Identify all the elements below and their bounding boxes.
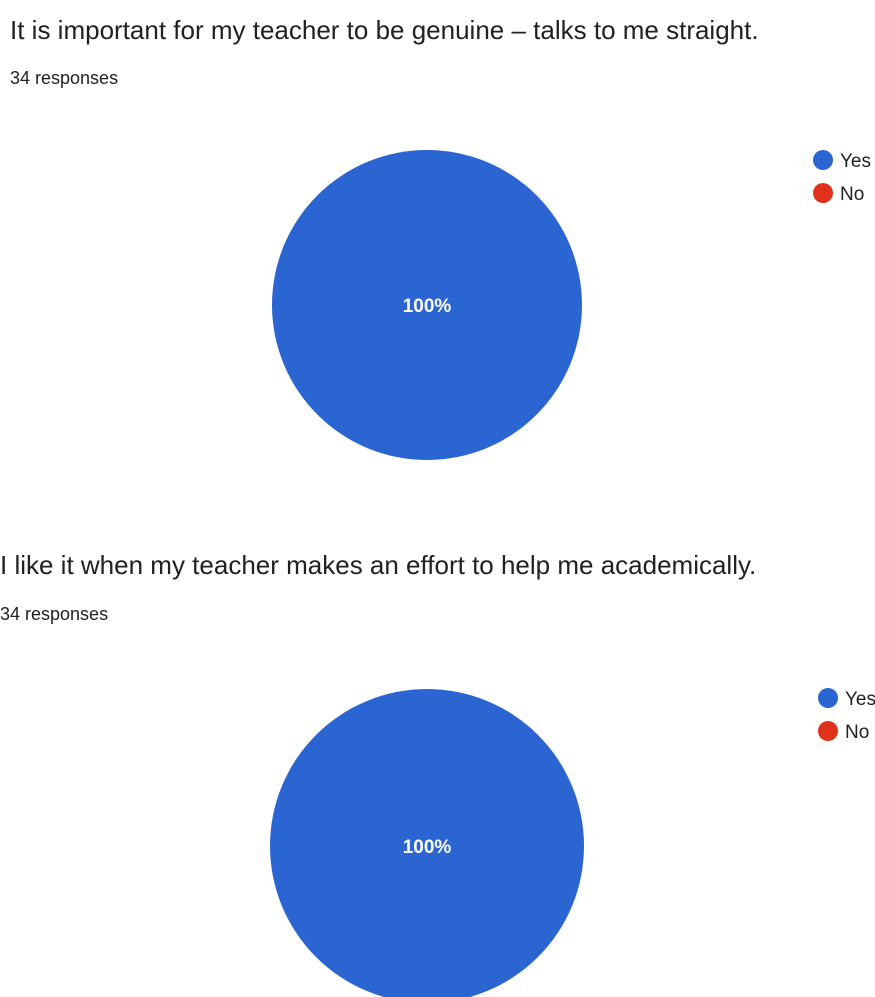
slice-data-label: 100% xyxy=(403,837,452,858)
legend-marker-no xyxy=(818,721,838,741)
pie-slice-yes xyxy=(270,689,584,997)
question-2-response-count: 34 responses xyxy=(0,604,109,624)
legend-marker-yes xyxy=(813,150,833,170)
question-1-response-count: 34 responses xyxy=(10,68,119,88)
legend-marker-no xyxy=(813,183,833,203)
pie-chart-1: 100% Yes No xyxy=(272,150,871,460)
pie-chart-2: 100% Yes No xyxy=(270,688,875,997)
legend-marker-yes xyxy=(818,688,838,708)
question-1-title: It is important for my teacher to be gen… xyxy=(10,15,759,45)
legend-label-no: No xyxy=(845,722,869,743)
legend-label-yes: Yes xyxy=(840,151,871,172)
legend-label-yes: Yes xyxy=(845,689,875,710)
pie-slice-yes xyxy=(272,150,582,460)
legend-label-no: No xyxy=(840,184,864,205)
slice-data-label: 100% xyxy=(403,296,452,317)
question-2-title: I like it when my teacher makes an effor… xyxy=(0,550,757,580)
